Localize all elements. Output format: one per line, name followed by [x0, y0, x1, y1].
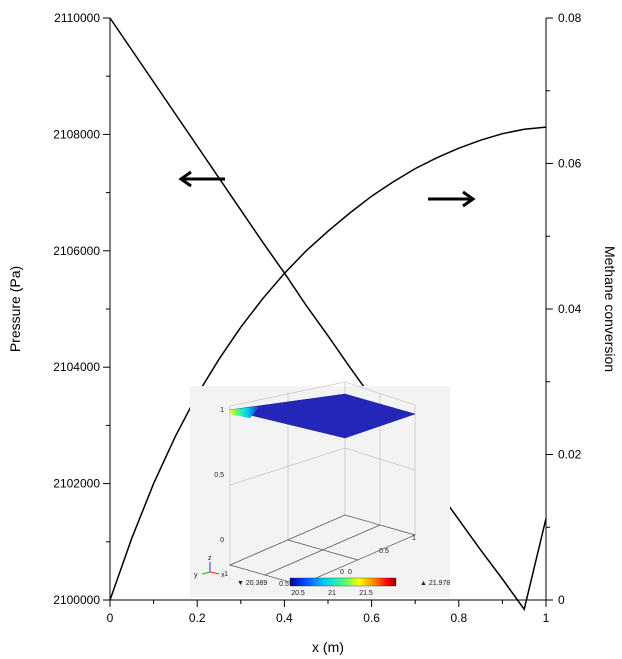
- inset-y-tick-1: 1: [412, 535, 416, 542]
- colorbar-tick-3: 21.5: [359, 590, 373, 597]
- triad-x: x: [221, 572, 225, 579]
- inset-z-tick-1: 1: [220, 407, 224, 414]
- right-tick-label: 0.02: [558, 448, 582, 462]
- left-tick-label: 2102000: [53, 477, 100, 491]
- inset-3d-plot: 1 0.5 0 1 0.5 0 0 0.5 1 z y x ▼ 20.389 2…: [190, 381, 450, 597]
- x-axis-title: x (m): [312, 639, 344, 655]
- x-tick-label: 0: [107, 611, 114, 625]
- curve-group: [109, 17, 547, 612]
- x-tick-label: 1: [543, 611, 550, 625]
- colorbar-tick-2: 21: [328, 590, 336, 597]
- inset-x-tick-05: 0.5: [279, 581, 289, 588]
- x-tick-label: 0.8: [450, 611, 467, 625]
- triad-z: z: [208, 555, 212, 562]
- tick-group: 0 0.2 0.4 0.6 0.8 1 2100000 2102000 2104000 21060…: [53, 11, 581, 625]
- right-arrow-annotation: [428, 190, 476, 208]
- right-tick-label: 0: [558, 593, 565, 607]
- x-tick-label: 0.2: [189, 611, 206, 625]
- left-tick-label: 2108000: [53, 127, 100, 141]
- left-tick-label: 2106000: [53, 244, 100, 258]
- inset-z-tick-0: 0: [220, 537, 224, 544]
- left-tick-label: 2104000: [53, 360, 100, 374]
- inset-surface-hotspot: [229, 406, 260, 418]
- inset-x-tick-1: 1: [224, 571, 228, 578]
- x-tick-label: 0.4: [276, 611, 293, 625]
- inset-surface: [228, 393, 416, 439]
- right-tick-label: 0.06: [558, 157, 582, 171]
- left-arrow-annotation: [178, 170, 225, 188]
- x-tick-label: 0.6: [363, 611, 380, 625]
- conversion-line: [109, 126, 547, 601]
- right-tick-label: 0.04: [558, 302, 582, 316]
- inset-floor: [228, 514, 417, 586]
- left-tick-label: 2100000: [53, 593, 100, 607]
- inset-x-tick-0: 0: [340, 569, 344, 576]
- colorbar-max-label: ▲ 21.978: [420, 580, 450, 587]
- inset-z-tick-05: 0.5: [214, 472, 224, 479]
- colorbar-min-label: ▼ 20.389: [237, 580, 267, 587]
- right-tick-label: 0.08: [558, 11, 582, 25]
- triad-y: y: [194, 572, 198, 579]
- left-tick-label: 2110000: [54, 11, 100, 25]
- colorbar: [289, 577, 397, 587]
- pressure-line: [109, 17, 547, 612]
- colorbar-tick-1: 20.5: [291, 590, 305, 597]
- inset-y-tick-0: 0: [348, 569, 352, 576]
- right-axis-title: Methane conversion: [602, 246, 618, 372]
- inset-y-tick-05: 0.5: [379, 548, 389, 555]
- left-axis-title: Pressure (Pa): [7, 266, 23, 352]
- inset-axis-triad: z y x: [194, 555, 225, 579]
